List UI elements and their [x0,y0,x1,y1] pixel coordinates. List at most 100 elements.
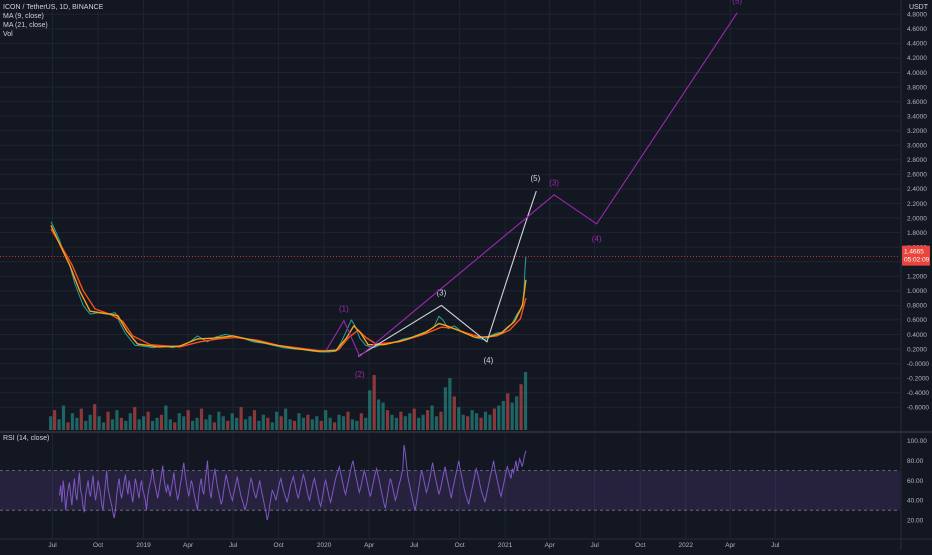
volume-bar [457,407,461,430]
rsi-legend[interactable]: RSI (14, close) [3,435,50,442]
volume-bar [479,417,483,430]
volume-bar [341,416,346,430]
volume-bar [425,410,430,430]
ma21-legend[interactable]: MA (21, close) [3,22,48,29]
volume-bar [439,411,443,430]
volume-bar [292,420,297,430]
wave-line-white [357,190,537,357]
volume-bar [519,384,523,430]
wave-label: (2) [355,370,365,379]
volume-bar [212,422,216,430]
volume-bar [195,417,199,430]
volume-bar [421,414,425,430]
volume-bar [221,416,225,430]
volume-bar [501,401,505,430]
volume-bar [466,416,470,430]
volume-bar [301,417,306,430]
x-tick-label: 2022 [679,542,694,549]
volume-bar [497,405,501,430]
volume-bar [279,416,283,430]
volume-bar [199,408,204,430]
volume-bar [142,416,146,430]
rsi-line [58,444,527,521]
y-tick-label: 4.4000 [907,41,927,48]
volume-bar [110,419,115,430]
volume-bar [182,416,186,430]
x-tick-label: 2019 [136,542,151,549]
volume-bar [390,414,394,430]
price-badge [902,245,930,266]
y-tick-label: 3.6000 [907,99,927,106]
volume-bar [177,413,181,430]
x-tick-label: Jul [410,542,419,549]
volume-bar [328,417,332,430]
volume-bar [261,414,265,430]
volume-bar [346,411,350,430]
volume-bar [173,422,177,430]
legend: ICON / TetherUS, 1D, BINANCE MA (9, clos… [3,3,103,39]
volume-bar [434,416,439,430]
volume-bar [443,387,448,430]
volume-bar [93,404,97,430]
volume-bar [243,419,248,430]
volume-bar [119,417,123,430]
volume-bar [204,419,208,430]
volume-bar [79,408,83,430]
volume-bar [483,411,488,430]
x-tick-label: Oct [455,542,465,549]
wave-label: (4) [592,234,602,243]
ma9-legend[interactable]: MA (9, close) [3,13,44,20]
y-tick-label: 2.0000 [907,215,927,222]
currency-unit: USDT [908,4,928,11]
volume-bar [385,410,390,430]
y-tick-label: 2.6000 [907,172,927,179]
volume-bar [115,410,119,430]
x-tick-label: 2020 [317,542,332,549]
y-tick-label: 0.4000 [907,332,927,339]
x-tick-label: Jul [591,542,600,549]
volume-bar [235,417,239,430]
volume-bar [84,420,88,430]
volume-bar [61,405,66,430]
x-tick-label: Oct [93,542,103,549]
volume-bar [128,413,132,430]
y-tick-label: 3.4000 [907,113,927,120]
volume-bar [448,378,452,430]
volume-bar [146,411,150,430]
volume-bar [133,407,137,430]
wave-label: (4) [483,356,493,365]
rsi-tick-label: 60.00 [907,478,924,485]
volume-bar [52,410,57,430]
volume-bar [217,411,221,430]
volume-bar [310,419,314,430]
volume-bar [417,417,421,430]
volume-bar [399,411,403,430]
volume-bar [248,416,252,430]
x-tick-label: Apr [545,542,556,549]
volume-bar [452,396,456,430]
volume-bar [49,416,53,430]
volume-bar [324,410,328,430]
x-tick-label: Oct [274,542,284,549]
symbol-title[interactable]: ICON / TetherUS, 1D, BINANCE [3,4,104,11]
price-badge-value: 1.4665 [904,249,924,256]
volume-bar [297,413,301,430]
volume-bar [106,411,110,430]
volume-bar [515,396,519,430]
rsi-tick-label: 40.00 [907,498,924,505]
grid [0,0,900,538]
x-tick-label: 2021 [498,542,513,549]
y-tick-label: 0.8000 [907,303,927,310]
volume-bar [381,402,385,430]
volume-bar [523,372,528,430]
volume-bar [57,419,61,430]
vol-legend[interactable]: Vol [3,31,13,38]
rsi-tick-label: 80.00 [907,458,924,465]
volume-bar [230,413,234,430]
volume-bar [470,410,474,430]
y-tick-label: 1.0000 [907,288,927,295]
volume-bar [510,402,514,430]
volume-bar [350,419,355,430]
volume-bar [239,407,243,430]
